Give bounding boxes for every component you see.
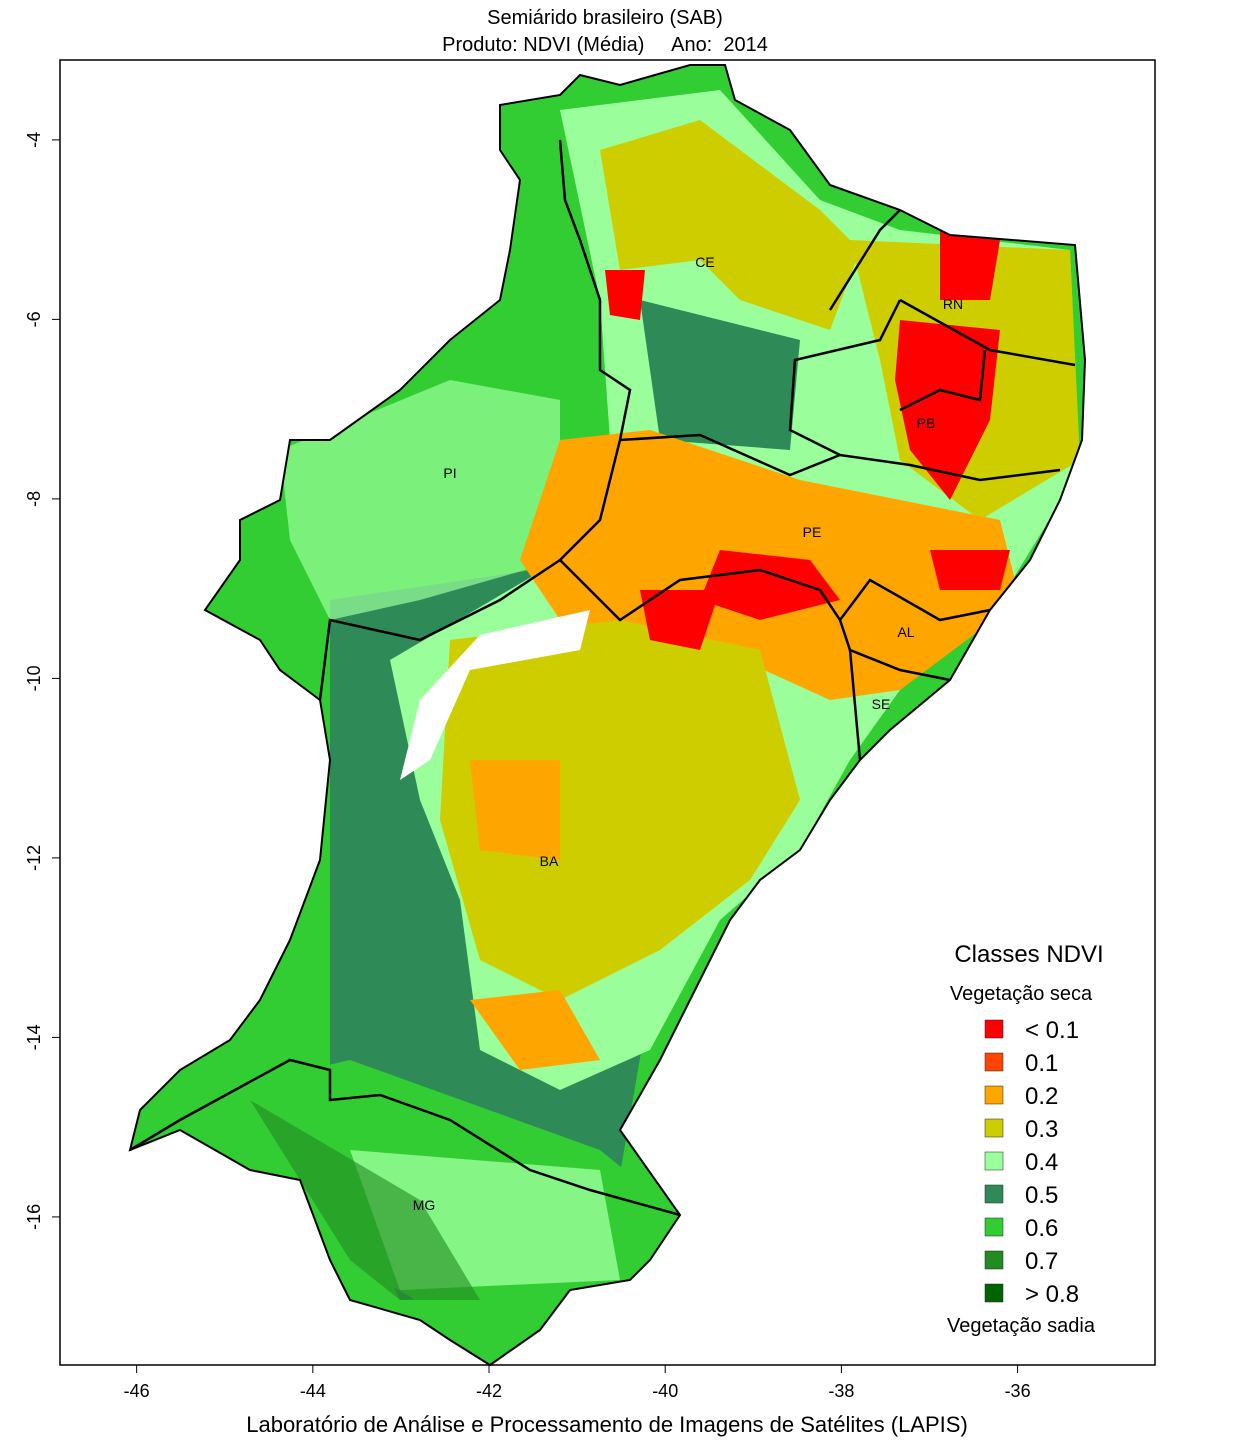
legend-swatch [984,1250,1004,1270]
y-tick-label: -12 [24,845,44,871]
y-tick-label: -14 [24,1024,44,1050]
y-tick-label: -8 [24,491,44,507]
region-label: AL [897,624,914,640]
legend-title: Classes NDVI [954,941,1103,968]
region-label: MG [413,1197,436,1213]
legend-label: < 0.1 [1025,1017,1079,1044]
region-label: PB [917,415,936,431]
legend-swatch [984,1118,1004,1138]
legend-label: 0.1 [1025,1050,1058,1077]
title: Semiárido brasileiro (SAB) [487,7,723,29]
legend-swatch [984,1052,1004,1072]
region-label: BA [540,853,559,869]
x-tick-label: -44 [300,1381,326,1401]
legend-label: 0.3 [1025,1116,1058,1143]
legend-label: 0.4 [1025,1149,1058,1176]
legend-note: Vegetação seca [950,983,1093,1005]
x-tick-label: -40 [652,1381,678,1401]
x-tick-label: -46 [124,1381,150,1401]
region-label: RN [943,296,963,312]
subtitle: Produto: NDVI (Média) Ano: 2014 [442,34,768,56]
y-tick-label: -16 [24,1204,44,1230]
legend-swatch [984,1151,1004,1171]
legend-label: 0.5 [1025,1182,1058,1209]
axes-and-legend: -46 -44 -42 -40 -38 -36 -4 -6 -8 -10 -12 -14 -16 < 0.… [24,132,1079,1401]
x-tick-label: -42 [476,1381,502,1401]
y-tick-label: -6 [24,311,44,327]
map: CE RN PB PI PE AL SE BA MG [129,64,1086,1366]
region-label: SE [872,696,891,712]
ndvi-raster [130,65,1085,1365]
legend-label: > 0.8 [1025,1281,1079,1308]
state-borders [129,139,1076,1217]
region-label: CE [695,254,714,270]
x-axis-label: Laboratório de Análise e Processamento d… [246,1412,968,1437]
legend-swatch [984,1283,1004,1303]
legend-label: 0.2 [1025,1083,1058,1110]
region-label: PI [443,465,456,481]
legend-swatch [984,1085,1004,1105]
y-tick-label: -10 [24,665,44,691]
legend-label: 0.7 [1025,1248,1058,1275]
y-tick-label: -4 [24,132,44,148]
legend-swatch [984,1217,1004,1237]
x-tick-label: -38 [828,1381,854,1401]
region-labels: CE RN PB PI PE AL SE BA MG [413,254,963,1213]
legend-label: 0.6 [1025,1215,1058,1242]
legend-note: Vegetação sadia [947,1315,1096,1337]
legend-swatch [984,1184,1004,1204]
region-label: PE [803,524,822,540]
x-tick-label: -36 [1005,1381,1031,1401]
legend-swatch [984,1019,1004,1039]
plot-frame [59,59,1156,1366]
